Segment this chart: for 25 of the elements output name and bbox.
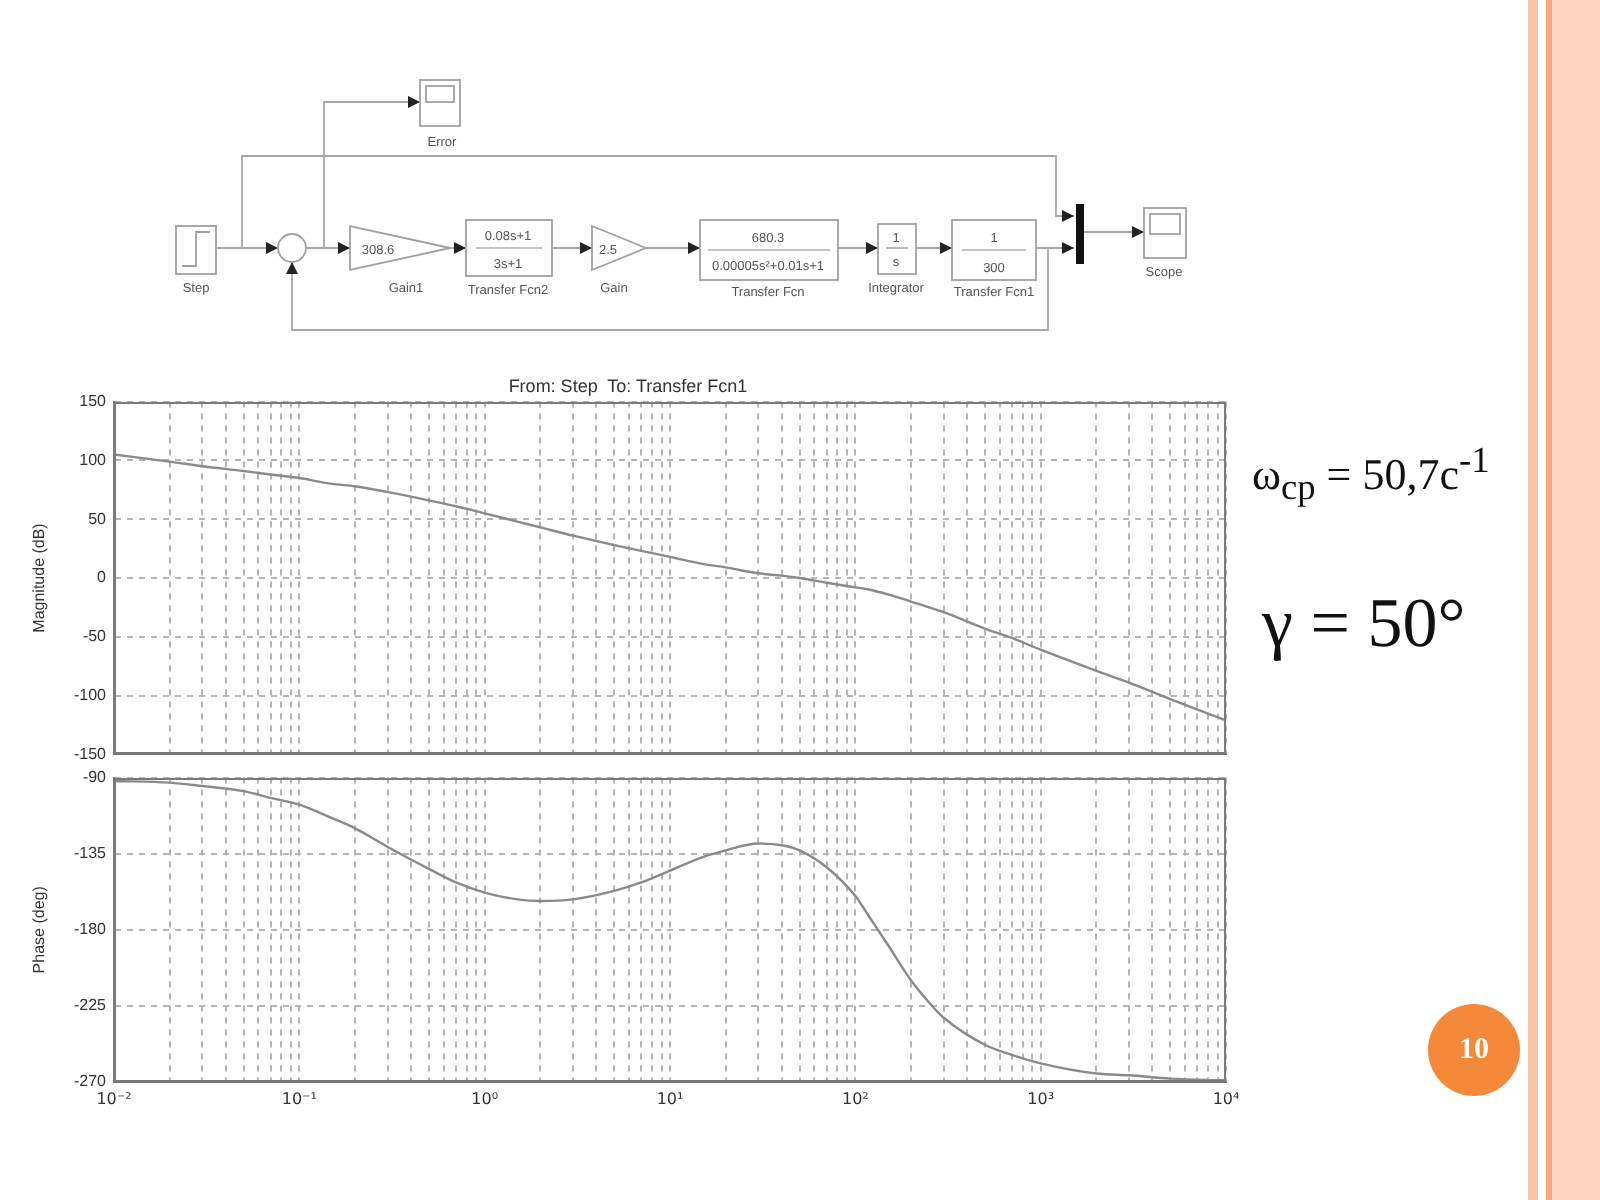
y-tick-label: 0 (97, 568, 108, 587)
y-axis-title: Phase (deg) (30, 885, 49, 974)
circle-badge: 10 (1428, 1004, 1520, 1096)
x-tick-label: 10⁴ (1212, 1089, 1240, 1108)
x-tick-label: 10³ (1027, 1089, 1055, 1108)
y-tick-label: 50 (88, 509, 108, 528)
x-tick-label: 10⁻² (96, 1089, 132, 1108)
y-axis-title: Magnitude (dB) (30, 522, 49, 633)
y-tick-label: 150 (79, 392, 108, 411)
y-tick-label: -90 (82, 768, 108, 787)
y-tick-label: -180 (73, 920, 108, 939)
y-tick-label: -150 (73, 744, 108, 763)
text: γ = 50° (1262, 582, 1466, 666)
text: ω$_{ср}$ = 50,7с$^{-1}$ (1252, 440, 1490, 512)
chart-title: From: Step To: Transfer Fcn1 (508, 375, 748, 396)
y-tick-label: -135 (73, 844, 108, 863)
y-tick-label: -100 (73, 686, 108, 705)
y-tick-label: -270 (73, 1072, 108, 1091)
x-tick-label: 10¹ (656, 1089, 684, 1108)
y-tick-label: 100 (79, 450, 108, 469)
x-tick-label: 10⁰ (471, 1089, 499, 1108)
x-tick-label: 10² (841, 1089, 869, 1108)
y-tick-label: -225 (73, 996, 108, 1015)
x-tick-label: 10⁻¹ (281, 1089, 317, 1108)
y-tick-label: -50 (82, 627, 108, 646)
